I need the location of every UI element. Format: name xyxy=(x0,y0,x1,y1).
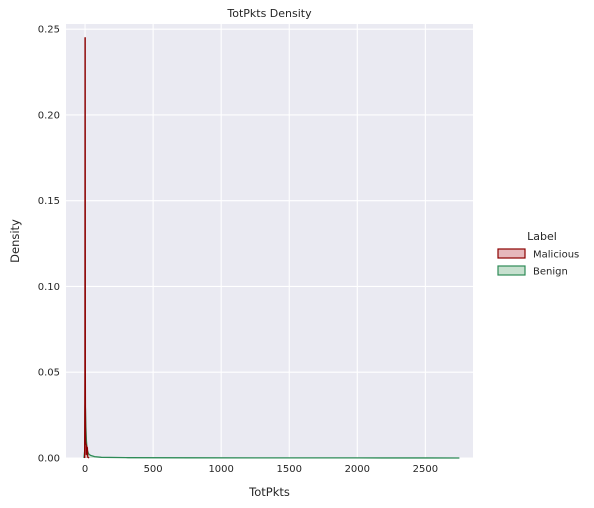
y-axis-label: Density xyxy=(8,219,22,263)
x-tick-label: 2500 xyxy=(413,464,438,475)
y-tick-label: 0.00 xyxy=(38,454,60,465)
plot-background xyxy=(66,24,473,458)
x-tick-label: 500 xyxy=(144,464,163,475)
y-tick-label: 0.20 xyxy=(38,110,60,121)
chart-title: TotPkts Density xyxy=(226,7,312,20)
x-tick-label: 1500 xyxy=(277,464,302,475)
legend-label-malicious: Malicious xyxy=(533,250,579,261)
x-axis-label: TotPkts xyxy=(248,485,290,499)
legend-title: Label xyxy=(527,230,557,243)
x-tick-label: 2000 xyxy=(345,464,370,475)
legend-label-benign: Benign xyxy=(533,267,568,278)
x-tick-label: 1000 xyxy=(208,464,233,475)
legend-swatch-malicious xyxy=(498,249,525,258)
x-tick-label: 0 xyxy=(82,464,88,475)
y-tick-label: 0.25 xyxy=(38,25,60,36)
y-tick-label: 0.05 xyxy=(38,368,60,379)
y-tick-label: 0.15 xyxy=(38,196,60,207)
legend: Label Malicious Benign xyxy=(498,230,579,278)
y-tick-label: 0.10 xyxy=(38,282,60,293)
legend-swatch-benign xyxy=(498,266,525,275)
